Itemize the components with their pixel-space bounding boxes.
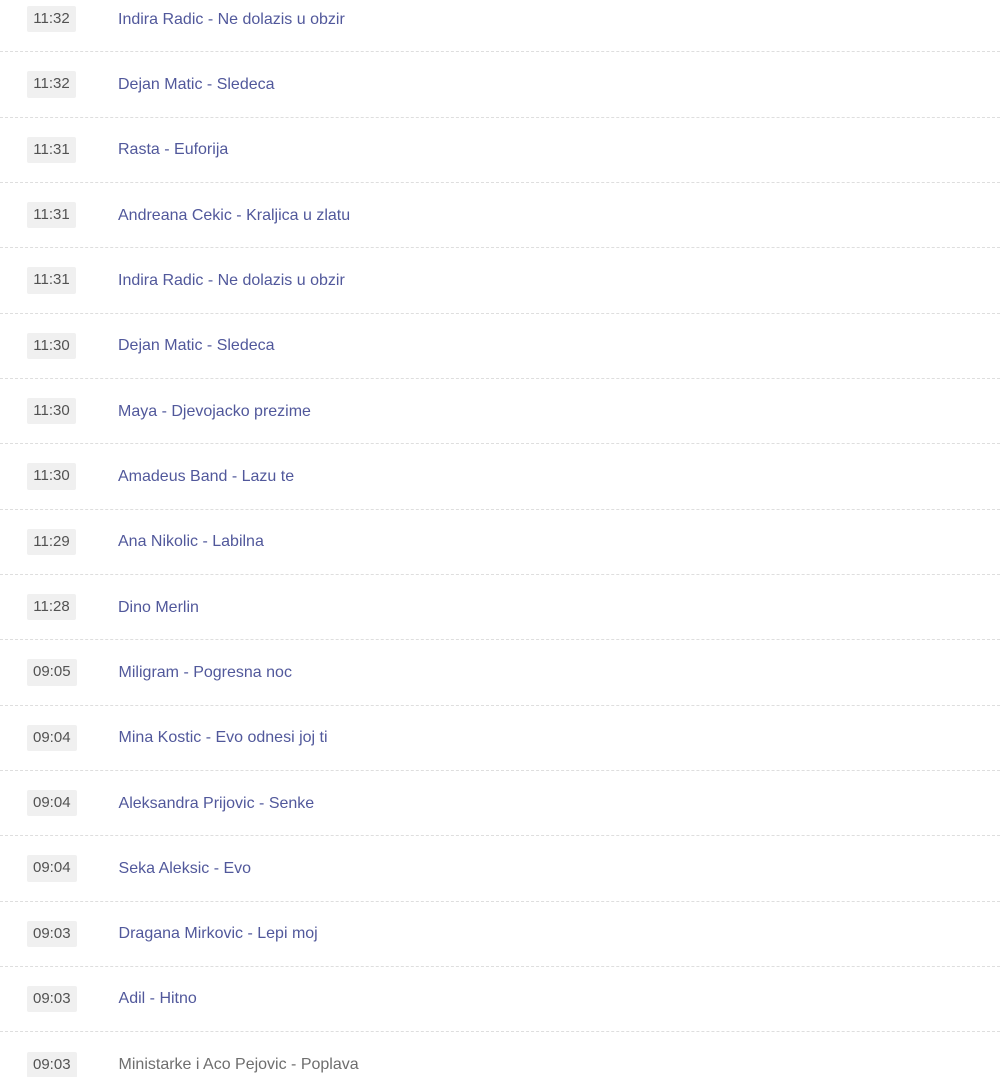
song-history-row: 09:03 Dragana Mirkovic - Lepi moj — [0, 902, 1000, 967]
song-title-link[interactable]: Miligram - Pogresna noc — [118, 663, 292, 681]
play-time-badge: 09:04 — [27, 855, 77, 882]
play-time-badge: 11:32 — [27, 71, 76, 98]
play-time-badge: 09:03 — [27, 985, 77, 1013]
song-title-link[interactable]: Ana Nikolic - Labilna — [118, 533, 264, 551]
play-time-badge: 09:05 — [27, 659, 77, 686]
song-title-link[interactable]: Indira Radic - Ne dolazis u obzir — [118, 10, 345, 28]
song-history-row: 11:32 Indira Radic - Ne dolazis u obzir — [0, 0, 1000, 53]
play-time-badge: 11:31 — [27, 267, 76, 294]
song-history-row: 11:31 Andreana Cekic - Kraljica u zlatu — [0, 183, 1000, 249]
song-title-link[interactable]: Ministarke i Aco Pejovic - Poplava — [118, 1056, 359, 1074]
song-title-link[interactable]: Adil - Hitno — [118, 990, 197, 1008]
song-history-row: 09:04 Seka Aleksic - Evo — [0, 836, 1000, 902]
song-history-row: 11:31 Rasta - Euforija — [0, 118, 1000, 183]
play-time-badge: 11:30 — [27, 397, 76, 425]
song-history-row: 11:30 Amadeus Band - Lazu te — [0, 444, 1000, 510]
song-title-link[interactable]: Aleksandra Prijovic - Senke — [118, 794, 315, 812]
play-time-badge: 11:32 — [27, 5, 76, 33]
song-history-row: 11:31 Indira Radic - Ne dolazis u obzir — [0, 248, 1000, 314]
song-title-link[interactable]: Andreana Cekic - Kraljica u zlatu — [118, 206, 351, 224]
song-title-link[interactable]: Amadeus Band - Lazu te — [118, 467, 295, 485]
play-time-badge: 09:04 — [27, 789, 77, 817]
song-history-row: 09:03 Ministarke i Aco Pejovic - Poplava — [0, 1032, 1000, 1077]
song-title-link[interactable]: Dragana Mirkovic - Lepi moj — [118, 925, 318, 943]
play-time-badge: 09:03 — [27, 920, 77, 947]
play-time-badge: 11:31 — [27, 136, 76, 164]
play-time-badge: 09:03 — [27, 1051, 77, 1077]
song-title-link[interactable]: Maya - Djevojacko prezime — [118, 402, 311, 420]
play-time-badge: 11:29 — [27, 528, 76, 556]
song-title-link[interactable]: Seka Aleksic - Evo — [118, 859, 252, 877]
song-history-row: 11:32 Dejan Matic - Sledeca — [0, 52, 1000, 118]
song-history-row: 09:05 Miligram - Pogresna noc — [0, 640, 1000, 706]
song-history-row: 09:04 Aleksandra Prijovic - Senke — [0, 771, 1000, 837]
song-title-link[interactable]: Indira Radic - Ne dolazis u obzir — [118, 271, 345, 289]
song-history-row: 11:30 Maya - Djevojacko prezime — [0, 379, 1000, 445]
song-history-row: 11:30 Dejan Matic - Sledeca — [0, 314, 1000, 379]
play-time-badge: 11:31 — [27, 201, 76, 229]
play-time-badge: 09:04 — [27, 724, 77, 752]
song-title-link[interactable]: Dejan Matic - Sledeca — [118, 337, 275, 355]
song-history-row: 11:29 Ana Nikolic - Labilna — [0, 510, 1000, 575]
song-history-row: 09:03 Adil - Hitno — [0, 967, 1000, 1033]
play-time-badge: 11:30 — [27, 463, 76, 490]
play-time-badge: 11:28 — [27, 593, 76, 621]
song-title-link[interactable]: Dejan Matic - Sledeca — [118, 75, 275, 93]
song-history-row: 11:28 Dino Merlin — [0, 575, 1000, 641]
play-time-badge: 11:30 — [27, 332, 76, 360]
song-title-link[interactable]: Mina Kostic - Evo odnesi joj ti — [118, 729, 328, 747]
song-history-row: 09:04 Mina Kostic - Evo odnesi joj ti — [0, 706, 1000, 771]
song-title-link[interactable]: Rasta - Euforija — [118, 141, 229, 159]
song-title-link[interactable]: Dino Merlin — [118, 598, 199, 616]
